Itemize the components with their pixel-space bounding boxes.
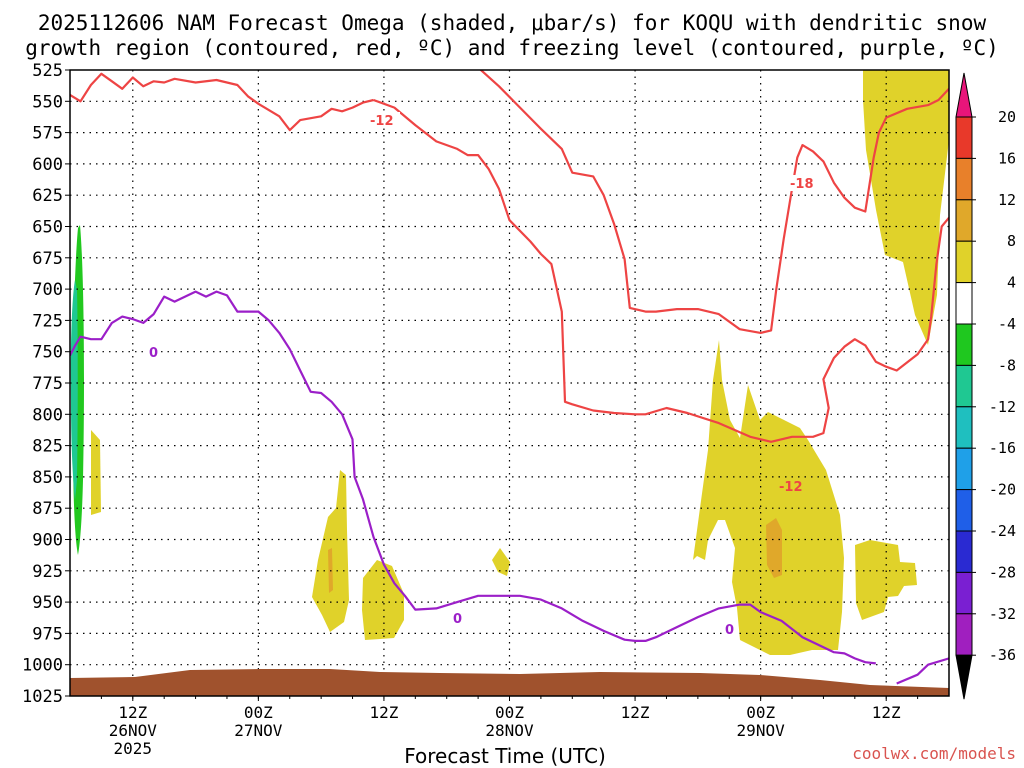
colorbar-swatch xyxy=(955,199,973,242)
x-tick-label: 00Z xyxy=(244,703,273,722)
contour-dendritic--18c xyxy=(479,70,949,334)
contour-freezing-level-0c-right xyxy=(896,657,949,685)
y-tick-label: 600 xyxy=(32,155,63,175)
x-axis-label: Forecast Time (UTC) xyxy=(404,744,606,768)
colorbar-label: -16 xyxy=(989,439,1016,457)
y-tick-label: 800 xyxy=(32,405,63,425)
omega-orange-main xyxy=(766,518,782,578)
omega-yellow-41z xyxy=(492,548,510,576)
y-tick-label: 525 xyxy=(32,61,63,81)
colorbar-swatch xyxy=(955,116,973,159)
y-tick-label: 675 xyxy=(32,249,63,269)
contour-lines xyxy=(70,70,949,685)
colorbar-swatch xyxy=(955,157,973,201)
x-tick-year: 2025 xyxy=(114,739,153,758)
contour-dendritic--12c-main xyxy=(373,98,949,443)
chart-title-line-1: 2025112606 NAM Forecast Omega (shaded, μ… xyxy=(37,11,987,35)
contour-label-red-c: -12 xyxy=(779,480,803,495)
terrain-surface xyxy=(70,669,949,696)
colorbar-swatch xyxy=(955,406,973,449)
colorbar-swatch xyxy=(955,447,973,491)
y-tick-label: 625 xyxy=(32,186,63,206)
x-tick-label: 00Z xyxy=(495,703,524,722)
y-tick-label: 700 xyxy=(32,280,63,300)
x-tick-date: 28NOV xyxy=(485,721,534,740)
colorbar-label: -32 xyxy=(989,605,1016,623)
y-axis-ticks: 525 550 575 600 625 650 675 700 725 750 775 800 825 8… xyxy=(22,61,70,707)
colorbar-label: 20 xyxy=(998,108,1016,126)
y-tick-label: 925 xyxy=(32,562,63,582)
contour-label-purple-a: 0 xyxy=(149,346,158,361)
colorbar-swatch xyxy=(955,613,973,656)
contour-label-red-b: -18 xyxy=(790,177,814,192)
x-tick-label: 12Z xyxy=(621,703,650,722)
y-tick-label: 725 xyxy=(32,311,63,331)
omega-yellow-right xyxy=(855,540,917,620)
x-tick-label: 12Z xyxy=(872,703,901,722)
colorbar-label: -36 xyxy=(989,646,1016,664)
colorbar-bottom-arrow xyxy=(955,654,973,700)
colorbar-label: -20 xyxy=(989,481,1016,499)
contour-label-purple-b: 0 xyxy=(453,612,462,627)
x-tick-date: 29NOV xyxy=(737,721,786,740)
x-tick-date: 26NOV xyxy=(109,721,158,740)
chart-title-line-2: growth region (contoured, red, ºC) and f… xyxy=(25,36,999,60)
colorbar: 20 16 12 8 4 -4 -8 -12 -16 -20 -24 -28 -32 -36 xyxy=(955,72,1016,700)
y-tick-label: 975 xyxy=(32,624,63,644)
y-tick-label: 875 xyxy=(32,499,63,519)
colorbar-label: 4 xyxy=(1007,274,1016,292)
colorbar-swatch xyxy=(955,240,973,284)
y-tick-label: 1025 xyxy=(22,687,63,707)
x-tick-label: 00Z xyxy=(746,703,775,722)
omega-yellow-30z xyxy=(362,560,404,640)
y-tick-label: 850 xyxy=(32,468,63,488)
colorbar-swatch xyxy=(955,489,973,532)
contour-freezing-level-0c xyxy=(70,290,876,665)
contour-dendritic-lower--12c xyxy=(70,72,374,132)
colorbar-swatch xyxy=(955,323,973,366)
colorbar-swatch xyxy=(955,530,973,573)
colorbar-label: 16 xyxy=(998,149,1016,167)
x-tick-label: 12Z xyxy=(369,703,398,722)
colorbar-label: 8 xyxy=(1007,232,1016,250)
colorbar-swatch xyxy=(955,571,973,615)
colorbar-label: -4 xyxy=(998,315,1016,333)
y-tick-label: 1000 xyxy=(22,656,63,676)
y-tick-label: 650 xyxy=(32,218,63,238)
colorbar-label: -12 xyxy=(989,398,1016,416)
x-tick-label: 12Z xyxy=(118,703,147,722)
contour-labels: -12 -18 -12 0 0 0 xyxy=(146,112,820,638)
colorbar-swatch xyxy=(955,364,973,408)
omega-yellow-main xyxy=(693,340,844,655)
y-tick-label: 900 xyxy=(32,531,63,551)
omega-teal-band xyxy=(70,280,78,500)
colorbar-label: -24 xyxy=(989,522,1016,540)
colorbar-top-arrow xyxy=(955,72,973,118)
credit-text: coolwx.com/models xyxy=(852,744,1016,763)
omega-yellow-topright xyxy=(863,70,949,345)
contour-label-red-a: -12 xyxy=(370,114,394,129)
y-tick-label: 750 xyxy=(32,343,63,363)
omega-yellow-left xyxy=(91,430,101,515)
colorbar-label: 12 xyxy=(998,191,1016,209)
y-tick-label: 575 xyxy=(32,124,63,144)
y-tick-label: 550 xyxy=(32,92,63,112)
contour-label-purple-c: 0 xyxy=(725,623,734,638)
colorbar-label: -8 xyxy=(998,356,1016,374)
x-tick-date: 27NOV xyxy=(234,721,283,740)
y-tick-label: 775 xyxy=(32,374,63,394)
colorbar-label: -28 xyxy=(989,563,1016,581)
omega-shading xyxy=(70,70,949,655)
y-tick-label: 950 xyxy=(32,593,63,613)
grid-lines xyxy=(70,70,949,696)
y-tick-label: 825 xyxy=(32,437,63,457)
colorbar-swatch xyxy=(955,282,973,325)
